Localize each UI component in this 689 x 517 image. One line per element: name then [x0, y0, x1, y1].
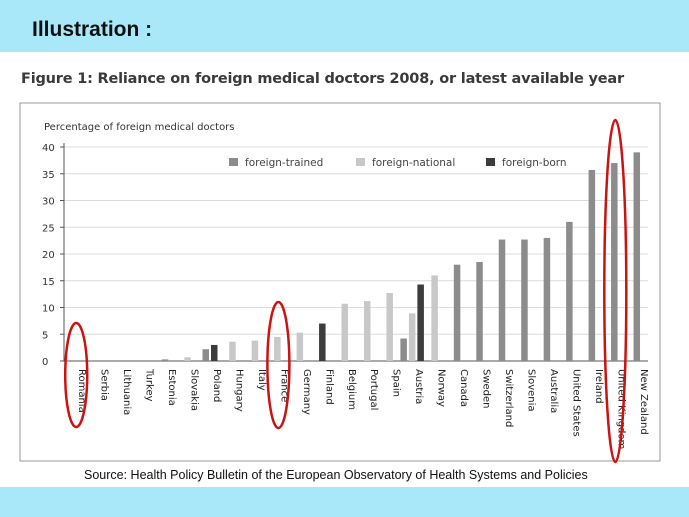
header-band — [0, 0, 689, 52]
y-tick-label: 30 — [42, 197, 55, 208]
bar-austria-foreign-born — [417, 284, 424, 361]
x-tick-label: Romania — [76, 369, 87, 413]
bar-hungary-foreign-national — [229, 341, 236, 361]
bar-united-kingdom-foreign-trained — [611, 163, 618, 361]
x-tick-label: Finland — [323, 369, 334, 405]
bar-finland-foreign-born — [319, 323, 326, 361]
x-tick-label: Slovakia — [189, 369, 200, 411]
highlight-oval-romania — [63, 321, 89, 429]
x-tick-label: Canada — [458, 369, 469, 407]
bar-norway-foreign-national — [431, 275, 438, 361]
bar-poland-foreign-trained — [202, 349, 209, 361]
y-tick-label: 20 — [42, 250, 55, 261]
bar-sweden-foreign-trained — [476, 262, 483, 361]
x-tick-label: Spain — [391, 369, 402, 397]
legend-swatch-foreign-born — [486, 158, 495, 166]
x-tick-label: Belgium — [346, 369, 357, 410]
x-tick-label: Estonia — [166, 369, 177, 406]
x-tick-label: United States — [570, 369, 581, 437]
x-tick-label: Turkey — [144, 368, 155, 402]
x-tick-label: Lithuania — [121, 369, 132, 415]
bar-france-foreign-national — [274, 336, 281, 361]
legend-label-foreign-national: foreign-national — [372, 157, 455, 169]
bar-australia-foreign-trained — [543, 237, 551, 361]
y-tick-label: 25 — [42, 223, 55, 234]
y-axis-ticks: 0 5 10 15 20 25 30 35 40 — [42, 143, 648, 368]
bar-slovenia-foreign-trained — [521, 239, 528, 361]
y-tick-label: 40 — [42, 143, 55, 154]
y-tick-label: 35 — [42, 170, 55, 181]
y-tick-label: 10 — [42, 304, 55, 315]
y-tick-label: 0 — [42, 357, 48, 368]
x-tick-label: Hungary — [233, 369, 244, 412]
highlight-oval-united-kingdom — [603, 118, 628, 464]
chart-frame — [19, 102, 661, 462]
y-tick-label: 5 — [42, 330, 48, 341]
x-tick-label: Italy — [256, 369, 267, 391]
bar-canada-foreign-trained — [453, 264, 461, 361]
bar-poland-foreign-born — [211, 344, 218, 361]
legend-label-foreign-trained: foreign-trained — [245, 157, 323, 169]
figure-title: Figure 1: Reliance on foreign medical do… — [21, 71, 624, 87]
highlight-ovals — [63, 118, 628, 464]
legend-swatch-foreign-national — [356, 158, 365, 166]
slide-title: Illustration : — [32, 18, 153, 41]
x-tick-label: Serbia — [99, 369, 110, 401]
x-tick-label: Slovenia — [525, 369, 536, 412]
bars — [161, 152, 641, 361]
x-tick-label: France — [278, 369, 289, 402]
bar-belgium-foreign-national — [341, 303, 349, 361]
bar-united-states-foreign-trained — [566, 221, 573, 361]
x-tick-label: Ireland — [593, 369, 604, 404]
x-tick-label: Sweden — [481, 369, 492, 409]
x-tick-label: Australia — [548, 369, 559, 413]
x-tick-label: New Zealand — [638, 369, 649, 435]
bar-estonia-foreign-trained — [161, 359, 169, 361]
bar-italy-foreign-national — [251, 340, 259, 361]
y-tick-label: 15 — [42, 277, 55, 288]
grid — [64, 146, 648, 335]
x-tick-label: Portugal — [368, 369, 379, 410]
bar-new-zealand-foreign-trained — [633, 152, 641, 361]
bar-portugal-foreign-national — [363, 301, 371, 361]
legend-swatch-foreign-trained — [229, 158, 238, 166]
bar-germany-foreign-national — [296, 332, 304, 361]
source-note: Source: Health Policy Bulletin of the Eu… — [84, 468, 588, 482]
bar-austria-foreign-trained — [400, 338, 407, 361]
x-tick-label: United Kingdom — [615, 369, 626, 449]
x-axis-labels: Romania Serbia Lithuania Turkey Estonia Slova… — [76, 368, 649, 449]
legend-label-foreign-born: foreign-born — [502, 157, 567, 169]
footer-band — [0, 487, 689, 517]
bar-ireland-foreign-trained — [588, 170, 596, 361]
x-tick-label: Poland — [211, 369, 222, 402]
x-tick-label: Austria — [413, 369, 424, 404]
legend: foreign-trained foreign-national foreign-b… — [229, 157, 567, 169]
x-tick-label: Germany — [301, 369, 312, 415]
x-tick-label: Norway — [436, 369, 447, 407]
bar-slovakia-foreign-national — [184, 357, 191, 361]
bar-spain-foreign-national — [386, 293, 393, 361]
highlight-oval-france — [266, 300, 291, 430]
x-tick-label: Switzerland — [503, 369, 514, 427]
y-axis-label: Percentage of foreign medical doctors — [44, 122, 235, 133]
bar-switzerland-foreign-trained — [498, 239, 506, 361]
bar-austria-foreign-national — [408, 313, 416, 361]
